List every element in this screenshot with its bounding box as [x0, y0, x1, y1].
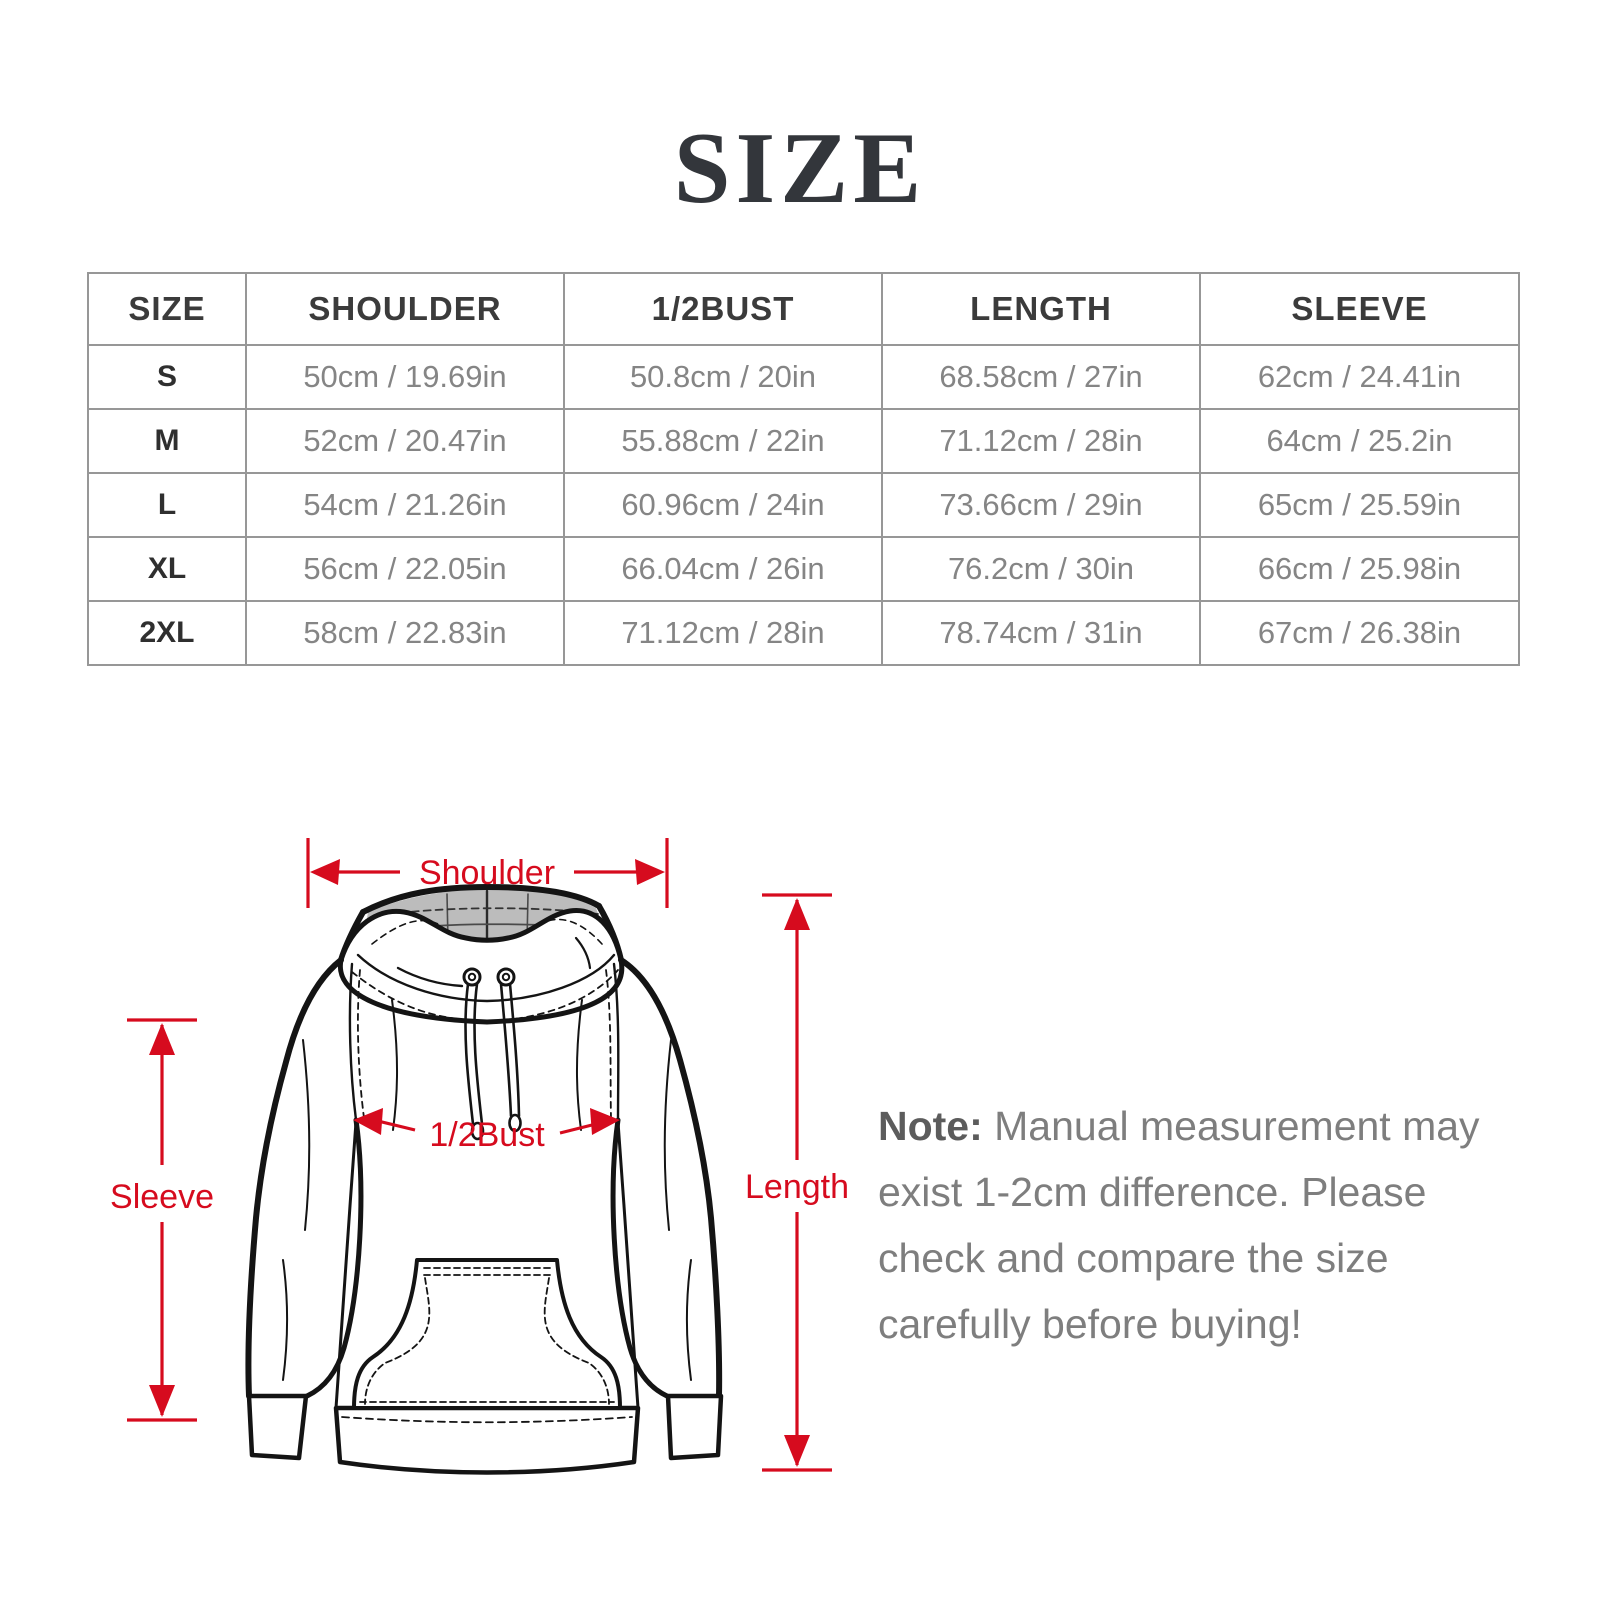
- note-prefix: Note:: [878, 1103, 983, 1149]
- cell-bust: 71.12cm / 28in: [563, 600, 883, 666]
- cell-bust: 55.88cm / 22in: [563, 408, 883, 474]
- eyelet-left: [462, 967, 482, 987]
- cell-length: 68.58cm / 27in: [881, 344, 1201, 410]
- cell-bust: 66.04cm / 26in: [563, 536, 883, 602]
- page-title: SIZE: [673, 112, 927, 225]
- cell-length: 73.66cm / 29in: [881, 472, 1201, 538]
- cell-size: M: [87, 408, 247, 474]
- sleeve-arrow: [127, 1018, 197, 1422]
- bust-arrow: [353, 1108, 620, 1135]
- cell-sleeve: 64cm / 25.2in: [1199, 408, 1520, 474]
- note-text: Note: Manual measurement may exist 1-2cm…: [878, 1093, 1533, 1357]
- cell-shoulder: 56cm / 22.05in: [245, 536, 565, 602]
- table-row: L 54cm / 21.26in 60.96cm / 24in 73.66cm …: [87, 472, 1520, 538]
- cell-sleeve: 66cm / 25.98in: [1199, 536, 1520, 602]
- cell-sleeve: 62cm / 24.41in: [1199, 344, 1520, 410]
- header-bust: 1/2BUST: [563, 272, 883, 346]
- table-row: 2XL 58cm / 22.83in 71.12cm / 28in 78.74c…: [87, 600, 1520, 666]
- cell-shoulder: 50cm / 19.69in: [245, 344, 565, 410]
- dimension-arrows: Shoulder Length Sleeve 1/2Bu: [110, 838, 849, 1472]
- hoodie-drawing: [245, 884, 724, 1475]
- size-table: SIZE SHOULDER 1/2BUST LENGTH SLEEVE S 50…: [87, 272, 1520, 666]
- header-size: SIZE: [87, 272, 247, 346]
- cell-size: S: [87, 344, 247, 410]
- cell-size: XL: [87, 536, 247, 602]
- collar: [337, 908, 625, 1025]
- cell-size: 2XL: [87, 600, 247, 666]
- header-shoulder: SHOULDER: [245, 272, 565, 346]
- table-row: M 52cm / 20.47in 55.88cm / 22in 71.12cm …: [87, 408, 1520, 474]
- shoulder-arrow: [306, 838, 669, 908]
- length-dimension-label: Length: [745, 1168, 849, 1206]
- cell-sleeve: 67cm / 26.38in: [1199, 600, 1520, 666]
- length-arrow: [762, 893, 832, 1472]
- table-header-row: SIZE SHOULDER 1/2BUST LENGTH SLEEVE: [87, 272, 1520, 346]
- header-length: LENGTH: [881, 272, 1201, 346]
- cuff-left: [246, 1393, 309, 1461]
- cell-length: 76.2cm / 30in: [881, 536, 1201, 602]
- cell-shoulder: 54cm / 21.26in: [245, 472, 565, 538]
- drawstrings: [464, 982, 522, 1141]
- cell-length: 78.74cm / 31in: [881, 600, 1201, 666]
- cell-size: L: [87, 472, 247, 538]
- header-sleeve: SLEEVE: [1199, 272, 1520, 346]
- cell-length: 71.12cm / 28in: [881, 408, 1201, 474]
- sleeve-dimension-label: Sleeve: [110, 1178, 214, 1216]
- cell-shoulder: 58cm / 22.83in: [245, 600, 565, 666]
- cell-shoulder: 52cm / 20.47in: [245, 408, 565, 474]
- pocket: [352, 1258, 622, 1410]
- bust-dimension-label: 1/2Bust: [429, 1116, 545, 1154]
- cell-sleeve: 65cm / 25.59in: [1199, 472, 1520, 538]
- note-body: Manual measurement may exist 1-2cm diffe…: [878, 1103, 1480, 1347]
- table-row: XL 56cm / 22.05in 66.04cm / 26in 76.2cm …: [87, 536, 1520, 602]
- hem-band: [333, 1405, 641, 1475]
- cell-bust: 60.96cm / 24in: [563, 472, 883, 538]
- table-row: S 50cm / 19.69in 50.8cm / 20in 68.58cm /…: [87, 344, 1520, 410]
- eyelet-right: [496, 967, 516, 987]
- shoulder-dimension-label: Shoulder: [419, 854, 555, 892]
- cell-bust: 50.8cm / 20in: [563, 344, 883, 410]
- cuff-right: [665, 1393, 724, 1461]
